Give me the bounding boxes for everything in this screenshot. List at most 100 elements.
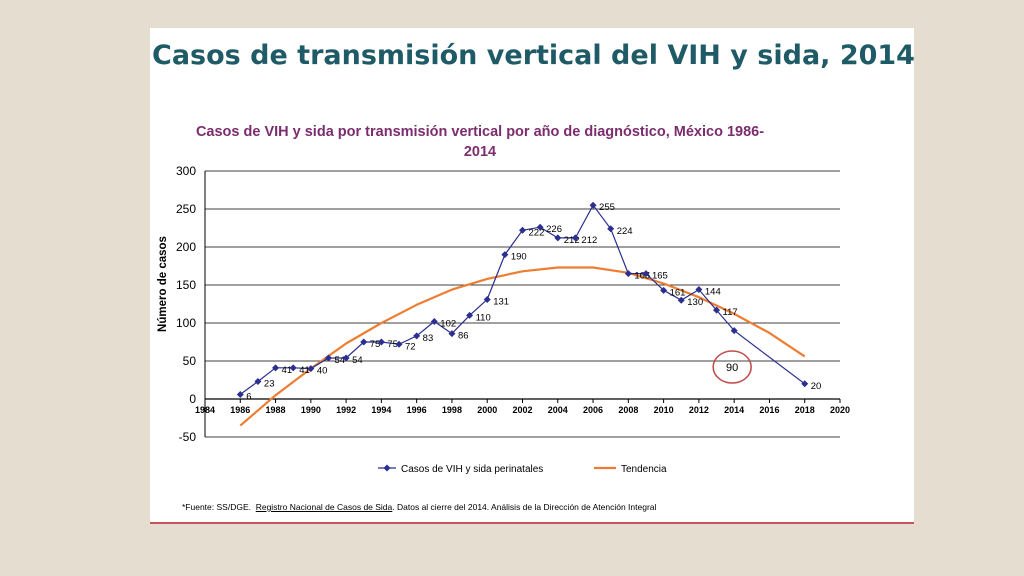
data-label: 23: [264, 379, 275, 390]
data-label: 110: [476, 312, 491, 323]
x-tick-label: 1990: [301, 405, 321, 415]
data-point: [342, 354, 350, 362]
series-line: [239, 204, 806, 395]
data-point: [254, 378, 262, 386]
y-tick-label: 100: [176, 316, 196, 330]
y-tick-label: 0: [189, 392, 196, 406]
data-point: [307, 365, 315, 373]
x-tick-label: 2000: [477, 405, 497, 415]
x-tick-label: 2018: [795, 405, 815, 415]
x-tick-label: 1988: [266, 405, 286, 415]
source-prefix: *Fuente: SS/DGE.: [182, 502, 251, 512]
data-label: 6: [246, 391, 251, 402]
x-tick-label: 2006: [583, 405, 603, 415]
x-tick-label: 1996: [407, 405, 427, 415]
x-tick-label: 1984: [195, 405, 215, 415]
legend-trend-label: Tendencia: [621, 464, 667, 475]
data-label: 41: [299, 365, 310, 376]
data-label: 102: [440, 318, 456, 329]
data-point: [713, 306, 721, 314]
data-label: 83: [423, 333, 434, 344]
x-tick-label: 2012: [689, 405, 709, 415]
data-point: [272, 364, 280, 372]
data-label: 190: [511, 252, 527, 263]
data-label: 144: [705, 287, 721, 298]
data-point: [466, 311, 474, 319]
data-point: [377, 338, 385, 346]
highlight-circle: [712, 350, 752, 384]
data-point: [360, 338, 368, 346]
data-point: [624, 270, 632, 278]
data-label: 165: [652, 271, 668, 282]
data-label: 20: [811, 381, 822, 392]
data-point: [801, 380, 809, 388]
data-point: [607, 225, 615, 233]
source-registry: Registro Nacional de Casos de Sida: [255, 502, 393, 512]
source-suffix: . Datos al cierre del 2014. Análisis de …: [392, 502, 657, 512]
legend-series-marker: [383, 464, 391, 472]
y-tick-label: 200: [176, 240, 196, 254]
data-point: [589, 201, 597, 209]
y-tick-label: 150: [176, 278, 196, 292]
y-tick-label: 250: [176, 202, 196, 216]
data-point: [660, 286, 668, 294]
data-point: [395, 340, 403, 348]
data-label: 165: [634, 271, 650, 282]
x-tick-label: 1998: [442, 405, 462, 415]
data-label: 117: [723, 307, 738, 318]
data-point: [536, 223, 544, 231]
data-label: 161: [670, 287, 686, 298]
x-tick-label: 2010: [654, 405, 674, 415]
x-tick-label: 2016: [759, 405, 779, 415]
x-tick-label: 1994: [371, 405, 391, 415]
data-label: 255: [599, 202, 615, 213]
data-point: [642, 270, 650, 278]
data-label: 75: [370, 339, 381, 350]
slide-title: Casos de transmisión vertical del VIH y …: [152, 40, 915, 71]
legend-series-label: Casos de VIH y sida perinatales: [401, 464, 543, 475]
y-tick-label: -50: [179, 430, 197, 444]
y-tick-label: 300: [176, 164, 196, 178]
data-point: [730, 327, 738, 335]
data-point: [289, 364, 297, 372]
data-label: 222: [529, 227, 545, 238]
data-point: [695, 286, 703, 294]
data-point: [448, 330, 456, 338]
y-axis-label: Número de casos: [157, 236, 169, 332]
slide-canvas: [150, 28, 914, 524]
data-point: [571, 234, 579, 242]
data-label: 41: [282, 365, 293, 376]
x-tick-label: 1986: [230, 405, 250, 415]
data-label: 212: [581, 235, 597, 246]
data-point: [430, 317, 438, 325]
x-tick-label: 2014: [724, 405, 744, 415]
x-tick-label: 2004: [548, 405, 568, 415]
data-label: 54: [352, 355, 363, 366]
x-tick-label: 2008: [618, 405, 638, 415]
y-tick-label: 50: [183, 354, 197, 368]
data-label: 131: [493, 296, 509, 307]
data-point: [519, 226, 526, 234]
data-label: 86: [458, 331, 469, 342]
data-label: 212: [564, 235, 580, 246]
data-label: 75: [387, 339, 398, 350]
data-label: 224: [617, 226, 633, 237]
data-label: 130: [687, 297, 703, 308]
source-note: *Fuente: SS/DGE. Registro Nacional de Ca…: [182, 502, 656, 512]
data-label: 40: [317, 366, 328, 377]
chart-title: Casos de VIH y sida por transmisión vert…: [195, 124, 765, 160]
data-label: 226: [546, 224, 562, 235]
data-point: [324, 354, 332, 362]
data-point: [677, 296, 685, 304]
highlight-label: 90: [726, 362, 738, 374]
x-tick-label: 2020: [830, 405, 850, 415]
data-point: [413, 332, 421, 340]
data-label: 72: [405, 341, 416, 352]
data-point: [554, 234, 562, 242]
data-label: 54: [334, 355, 345, 366]
data-point: [501, 251, 509, 259]
x-tick-label: 1992: [336, 405, 356, 415]
x-tick-label: 2002: [512, 405, 532, 415]
data-point: [483, 295, 491, 303]
